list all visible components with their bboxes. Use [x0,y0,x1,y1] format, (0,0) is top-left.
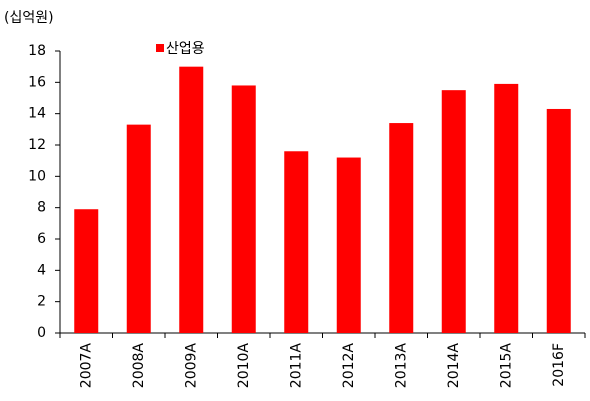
bar [126,124,151,333]
y-tick-label: 2 [37,294,46,310]
bar [494,83,519,334]
legend-label: 산업용 [166,41,205,57]
x-tick-label: 2009A [183,343,199,389]
x-tick-label: 2011A [288,343,304,389]
x-tick-label: 2010A [236,343,252,389]
y-tick-label: 18 [28,43,46,59]
bar [284,151,309,333]
x-tick-label: 2008A [131,343,147,389]
bar [441,90,466,334]
bar [231,85,256,333]
x-tick-label: 2014A [446,343,462,389]
y-tick-label: 6 [37,231,46,247]
x-tick-label: 2013A [393,343,409,389]
y-tick-label: 14 [28,106,46,122]
x-tick-label: 2007A [78,343,94,389]
bar [336,157,361,333]
y-tick-label: 10 [28,168,46,184]
y-tick-label: 0 [37,325,46,341]
y-tick-label: 4 [37,262,46,278]
x-tick-label: 2015A [498,343,514,389]
unit-label: (십억원) [4,10,54,26]
bar [74,209,99,333]
y-tick-label: 8 [37,200,46,216]
legend-swatch [156,44,164,52]
bar [179,66,204,334]
x-tick-label: 2016F [551,343,567,387]
y-tick-label: 12 [28,137,46,153]
y-tick-label: 16 [28,74,46,90]
x-tick-label: 2012A [341,343,357,389]
bar [546,108,571,333]
bar [389,123,414,333]
